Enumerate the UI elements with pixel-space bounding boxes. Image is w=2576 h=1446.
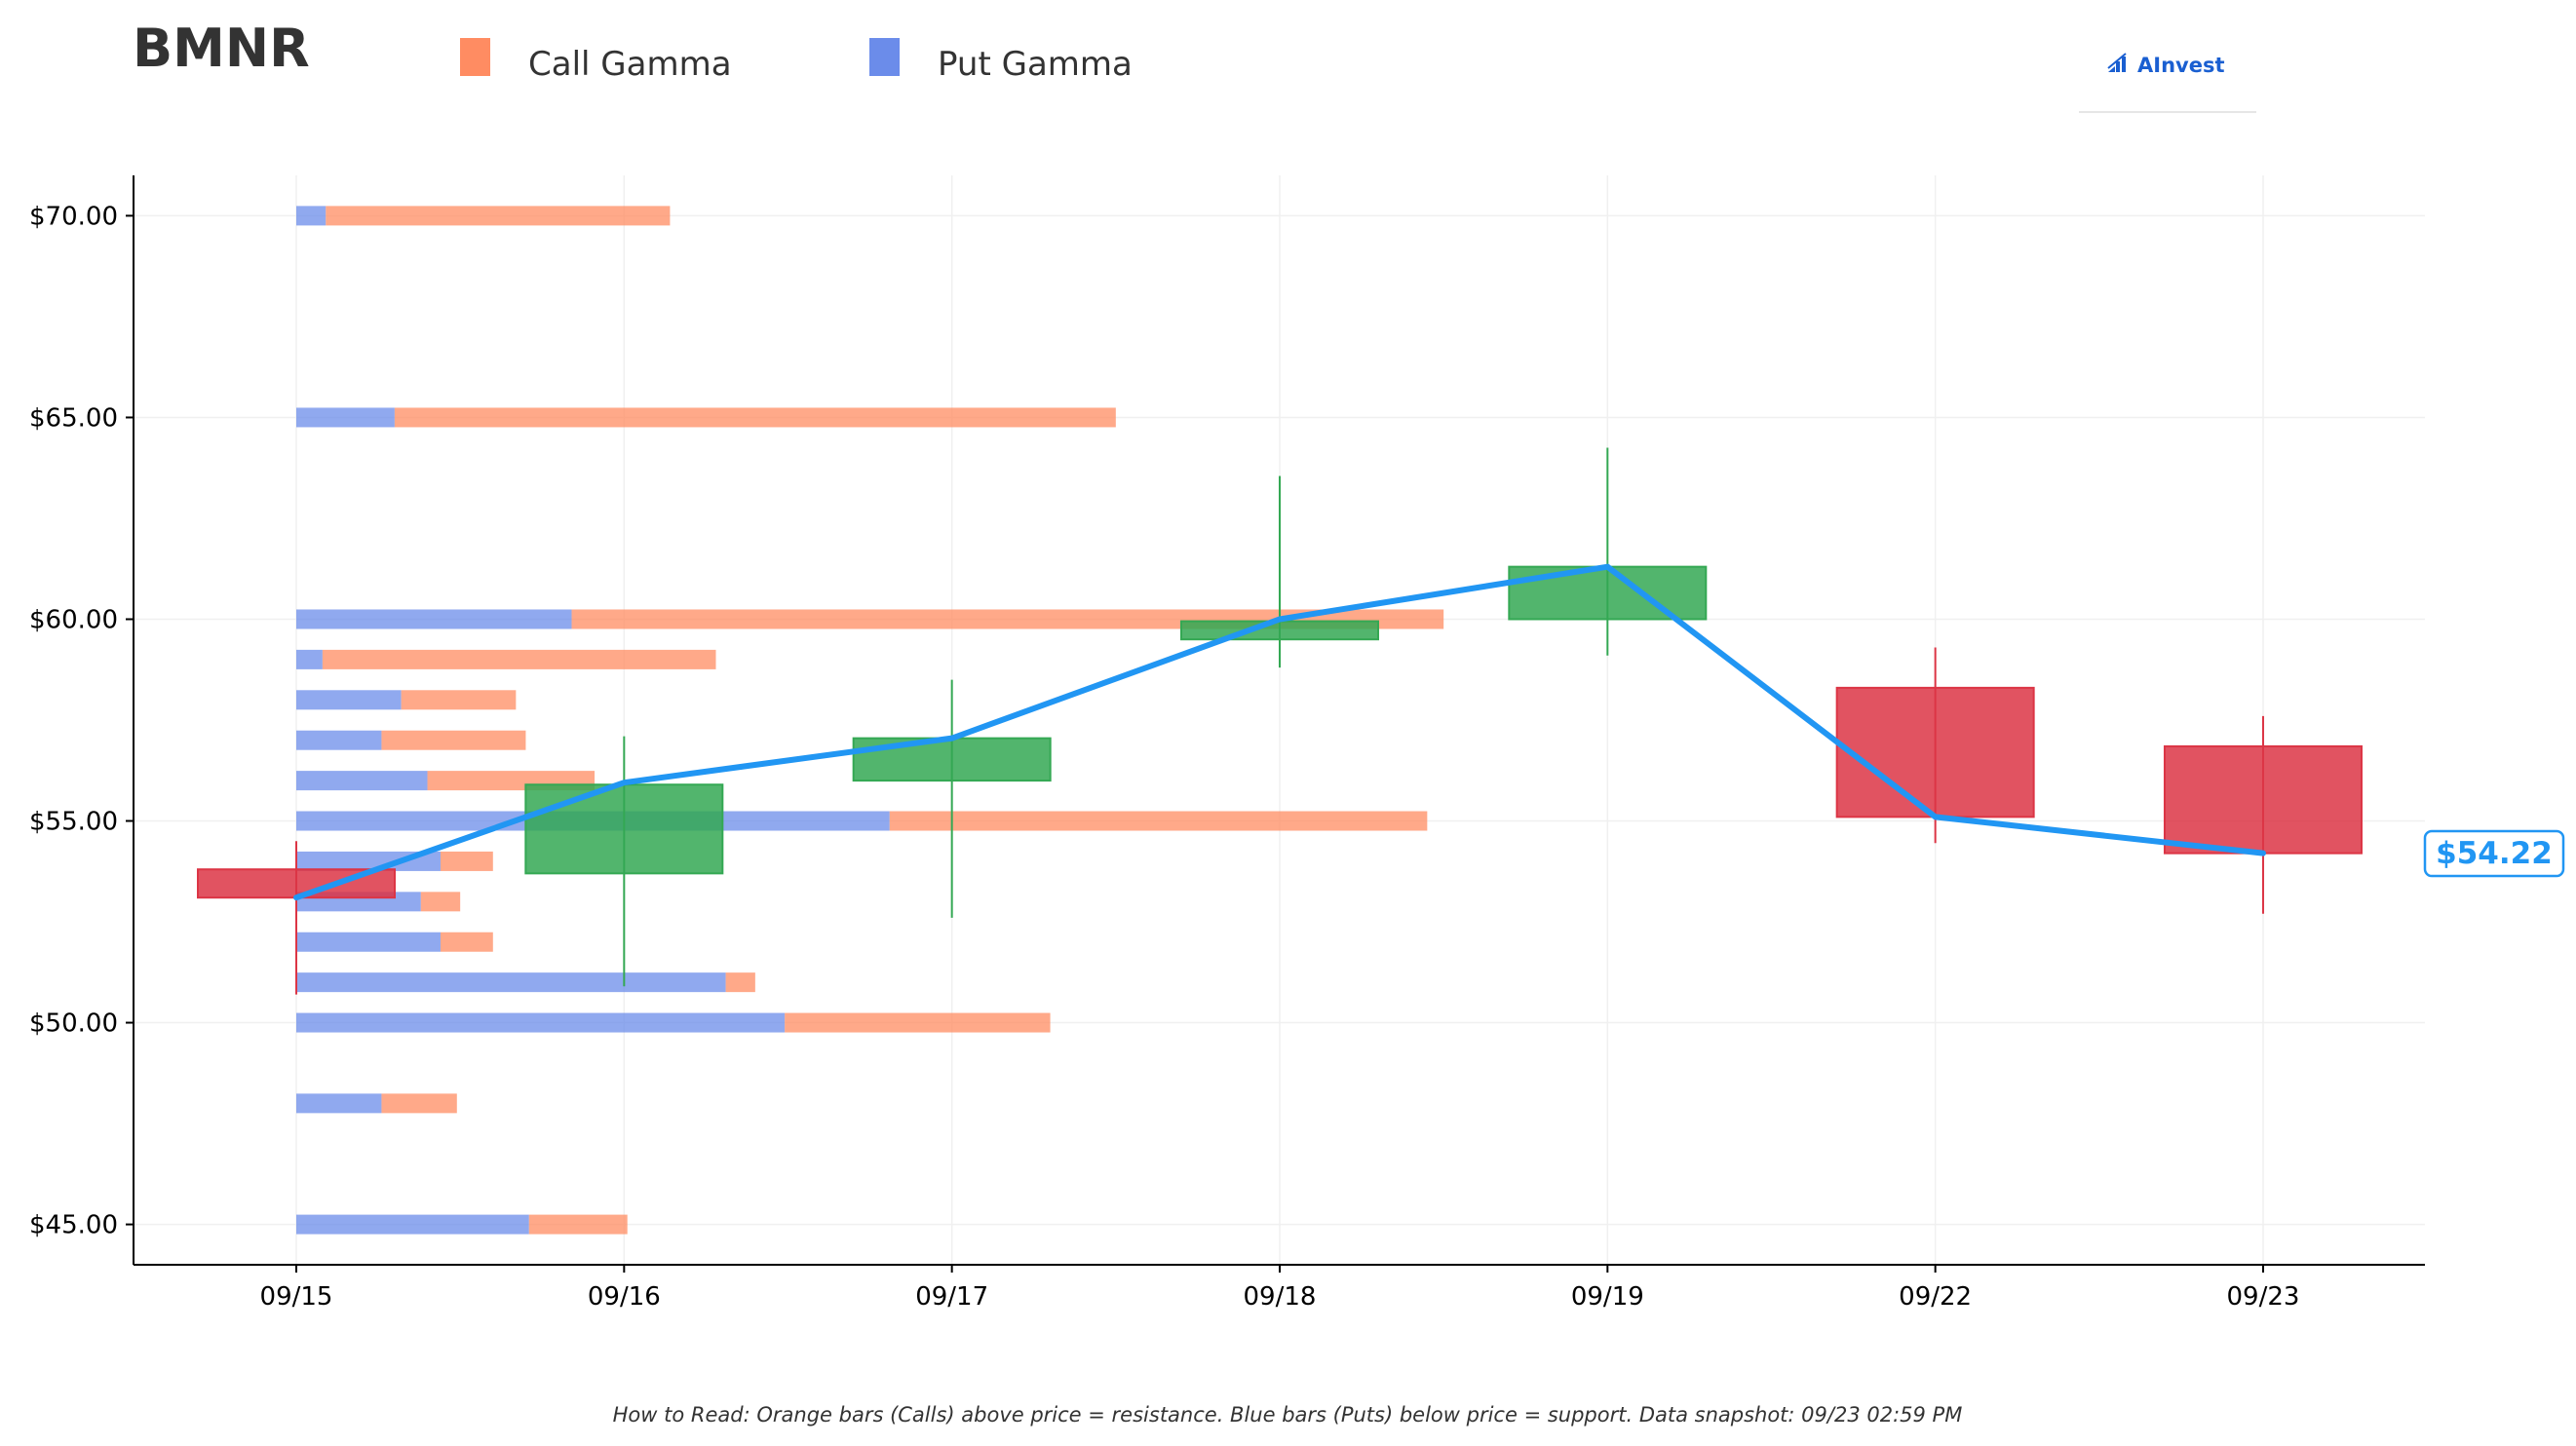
current-price-box xyxy=(2423,829,2565,878)
current-price-badge: $54.22 xyxy=(2423,829,2565,878)
call-gamma-bar xyxy=(381,1093,457,1114)
put-gamma-bar xyxy=(296,609,572,629)
price-line xyxy=(293,563,2266,901)
current-price-label: $54.22 xyxy=(2436,836,2553,871)
call-gamma-bar xyxy=(785,1012,1051,1033)
candle-body xyxy=(1835,686,2035,818)
y-tick-label: $70.00 xyxy=(29,202,118,231)
put-gamma-bar xyxy=(296,1012,786,1033)
candle-body xyxy=(2163,744,2363,855)
put-gamma-bar xyxy=(296,690,402,710)
put-gamma-bar xyxy=(296,972,726,993)
x-tick-label: 09/18 xyxy=(1244,1282,1317,1312)
y-tick-label: $50.00 xyxy=(29,1009,118,1039)
put-gamma-bar xyxy=(296,407,395,428)
gamma-bars xyxy=(296,206,1444,1235)
y-tick-label: $55.00 xyxy=(29,808,118,837)
call-gamma-bar xyxy=(725,972,755,993)
put-gamma-bar xyxy=(296,932,441,952)
call-gamma-bar xyxy=(440,932,493,952)
call-gamma-bar xyxy=(440,851,493,871)
candle-body xyxy=(524,783,724,875)
footnote: How to Read: Orange bars (Calls) above p… xyxy=(613,1403,1963,1427)
x-tick-label: 09/16 xyxy=(588,1282,661,1312)
x-tick-label: 09/22 xyxy=(1899,1282,1972,1312)
price-line-group xyxy=(293,563,2266,901)
grid xyxy=(134,175,2425,1265)
ainvest-logo-icon xyxy=(2107,53,2127,72)
ainvest-logo: AInvest xyxy=(2079,53,2256,113)
call-gamma-bar xyxy=(420,892,461,912)
x-tick-label: 09/23 xyxy=(2227,1282,2300,1312)
candle-body xyxy=(1179,620,1379,641)
put-gamma-bar xyxy=(296,851,441,871)
put-gamma-bar xyxy=(296,1214,529,1235)
call-gamma-bar xyxy=(528,1214,628,1235)
put-gamma-bar xyxy=(296,771,428,791)
put-gamma-bar xyxy=(296,1093,382,1114)
call-gamma-bar xyxy=(394,407,1116,428)
put-gamma-bar xyxy=(296,730,382,750)
call-gamma-bar xyxy=(322,649,716,669)
y-tick-label: $45.00 xyxy=(29,1211,118,1240)
x-tick-label: 09/15 xyxy=(260,1282,333,1312)
call-gamma-bar xyxy=(381,730,526,750)
call-gamma-bar xyxy=(401,690,517,710)
y-tick-label: $65.00 xyxy=(29,403,118,433)
legend: Call Gamma Put Gamma xyxy=(460,38,1133,84)
x-tick-label: 09/19 xyxy=(1571,1282,1644,1312)
x-tick-label: 09/17 xyxy=(915,1282,988,1312)
call-gamma-swatch xyxy=(460,38,490,76)
logo-text: AInvest xyxy=(2137,54,2225,77)
legend-put-gamma: Put Gamma xyxy=(938,45,1133,84)
call-gamma-bar xyxy=(889,811,1428,831)
axes: $45.00 $50.00 $55.00 $60.00 $65.00 $70.00 09/1… xyxy=(29,175,2425,1312)
put-gamma-bar xyxy=(296,649,323,669)
put-gamma-bar xyxy=(296,206,327,226)
candle-body xyxy=(852,737,1052,782)
legend-call-gamma: Call Gamma xyxy=(528,45,732,84)
candle-body xyxy=(1508,565,1708,621)
put-gamma-swatch xyxy=(869,38,900,76)
y-tick-label: $60.00 xyxy=(29,605,118,634)
call-gamma-bar xyxy=(326,206,671,226)
ticker-title: BMNR xyxy=(133,18,310,79)
